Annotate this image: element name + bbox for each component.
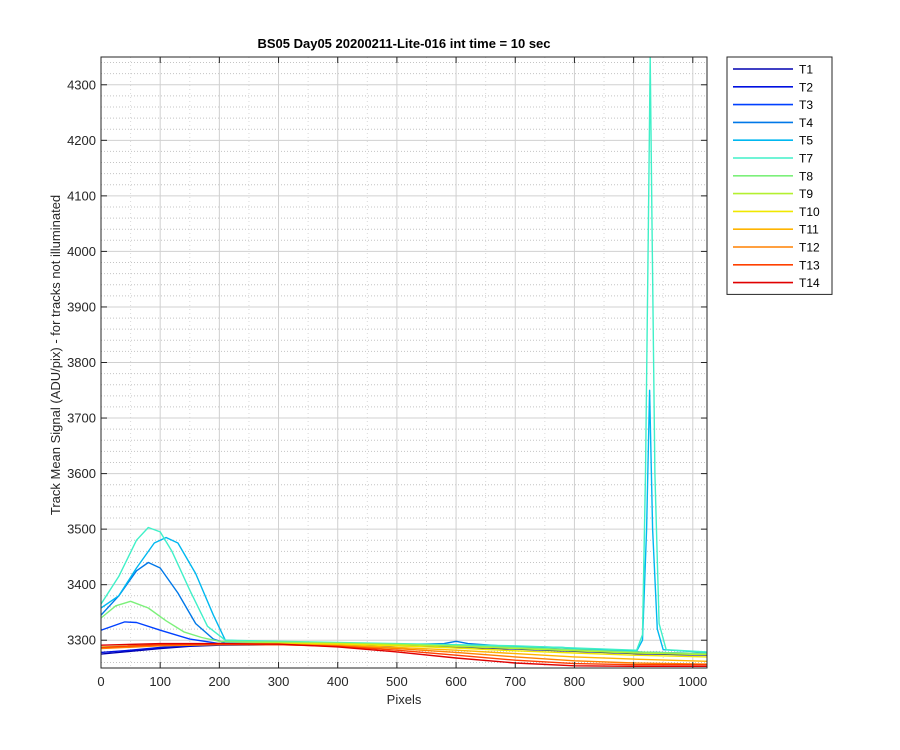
series-line-t7 xyxy=(101,57,707,653)
x-tick-label: 0 xyxy=(97,674,104,689)
legend: T1 T2 T3 T4 T5 T7 T8 T9 T10 T11 T12 T13 T14 xyxy=(726,56,833,295)
legend-label: T3 xyxy=(799,98,813,112)
axis-ticks: 0 100 200 300 400 500 600 700 800 900 1000 3300 3400… xyxy=(67,57,707,689)
y-tick-label: 4100 xyxy=(67,188,96,203)
legend-label: T10 xyxy=(799,205,820,219)
x-tick-label: 1000 xyxy=(678,674,707,689)
series-line-t14 xyxy=(101,642,707,667)
legend-label: T2 xyxy=(799,80,813,94)
x-tick-label: 300 xyxy=(268,674,290,689)
y-tick-label: 3400 xyxy=(67,577,96,592)
y-axis-label: Track Mean Signal (ADU/pix) - for tracks… xyxy=(48,195,63,515)
chart-title: BS05 Day05 20200211-Lite-016 int time = … xyxy=(257,36,550,51)
y-tick-label: 4000 xyxy=(67,244,96,259)
y-tick-label: 3500 xyxy=(67,522,96,537)
y-tick-label: 4300 xyxy=(67,77,96,92)
y-tick-label: 3800 xyxy=(67,355,96,370)
series-line-t12 xyxy=(101,644,707,665)
major-grid xyxy=(100,57,707,668)
x-tick-label: 100 xyxy=(149,674,171,689)
x-tick-label: 900 xyxy=(623,674,645,689)
legend-label: T14 xyxy=(799,276,820,290)
legend-label: T5 xyxy=(799,134,813,148)
series-line-t8 xyxy=(101,600,707,655)
legend-label: T7 xyxy=(799,152,813,166)
x-tick-label: 400 xyxy=(327,674,349,689)
legend-label: T8 xyxy=(799,169,813,183)
x-tick-label: 700 xyxy=(504,674,526,689)
x-tick-label: 200 xyxy=(209,674,231,689)
y-tick-label: 3300 xyxy=(67,633,96,648)
x-tick-label: 600 xyxy=(445,674,467,689)
y-tick-label: 3700 xyxy=(67,411,96,426)
y-tick-label: 3900 xyxy=(67,299,96,314)
legend-label: T1 xyxy=(799,63,813,77)
legend-label: T4 xyxy=(799,116,813,130)
legend-label: T12 xyxy=(799,241,820,255)
y-tick-label: 4200 xyxy=(67,133,96,148)
y-tick-label: 3600 xyxy=(67,466,96,481)
x-axis-label: Pixels xyxy=(387,692,422,707)
x-tick-label: 500 xyxy=(386,674,408,689)
x-tick-label: 800 xyxy=(564,674,586,689)
minor-grid xyxy=(101,57,707,668)
legend-label: T13 xyxy=(799,258,820,272)
series-lines xyxy=(101,57,707,667)
legend-label: T9 xyxy=(799,187,813,201)
legend-label: T11 xyxy=(799,223,819,237)
